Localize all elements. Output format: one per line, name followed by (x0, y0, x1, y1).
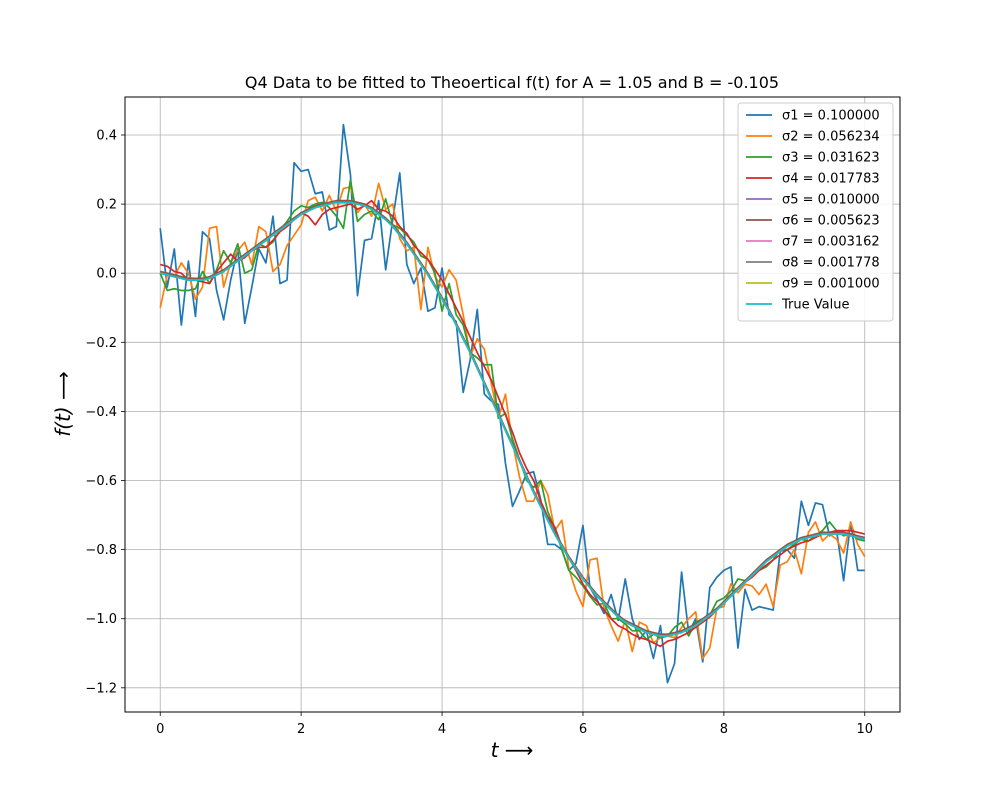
series-lines (159, 123, 866, 684)
y-tick-label: −0.2 (85, 336, 117, 351)
series-line-10 (160, 201, 865, 637)
legend-label: σ2 = 0.056234 (782, 130, 880, 145)
axis-ticks: 0 2 4 6 8 10 −1.2 −1.0 −0.8 −0.6 −0.4 −0.2 0.0 0.2 0.4 (85, 129, 873, 737)
legend-box (737, 102, 894, 322)
grid-lines (125, 97, 900, 712)
y-tick-label: 0.0 (96, 267, 117, 282)
legend-label: σ8 = 0.001778 (782, 256, 880, 271)
legend-label: True Value (781, 298, 849, 313)
y-tick-label: −1.0 (85, 612, 117, 627)
y-tick-label: 0.2 (96, 198, 117, 213)
y-tick-label: 0.4 (96, 129, 117, 144)
x-tick-label: 10 (856, 722, 873, 737)
legend-label: σ9 = 0.001000 (782, 277, 880, 292)
x-tick-label: 6 (579, 722, 587, 737)
legend-label: σ5 = 0.010000 (782, 193, 880, 208)
y-tick-label: −0.6 (85, 474, 117, 489)
chart-title: Q4 Data to be fitted to Theoertical f(t)… (245, 73, 779, 92)
legend-label: σ1 = 0.100000 (782, 109, 880, 124)
y-tick-label: −1.2 (85, 681, 117, 696)
y-tick-label: −0.4 (85, 405, 117, 420)
legend-label: σ7 = 0.003162 (782, 235, 880, 250)
series-line-1 (159, 123, 865, 684)
x-tick-label: 4 (438, 722, 446, 737)
legend: σ1 = 0.100000 σ2 = 0.056234 σ3 = 0.031623 σ… (737, 102, 894, 322)
x-tick-label: 0 (156, 722, 164, 737)
plot-frame (124, 96, 901, 713)
x-tick-label: 2 (297, 722, 305, 737)
legend-label: σ6 = 0.005623 (782, 214, 880, 229)
x-axis-label: t ⟶ (491, 738, 534, 762)
y-tick-label: −0.8 (85, 543, 117, 558)
legend-label: σ3 = 0.031623 (782, 151, 880, 166)
legend-label: σ4 = 0.017783 (782, 172, 880, 187)
y-axis-label: f(t) ⟶ (51, 371, 75, 437)
x-tick-label: 8 (720, 722, 728, 737)
